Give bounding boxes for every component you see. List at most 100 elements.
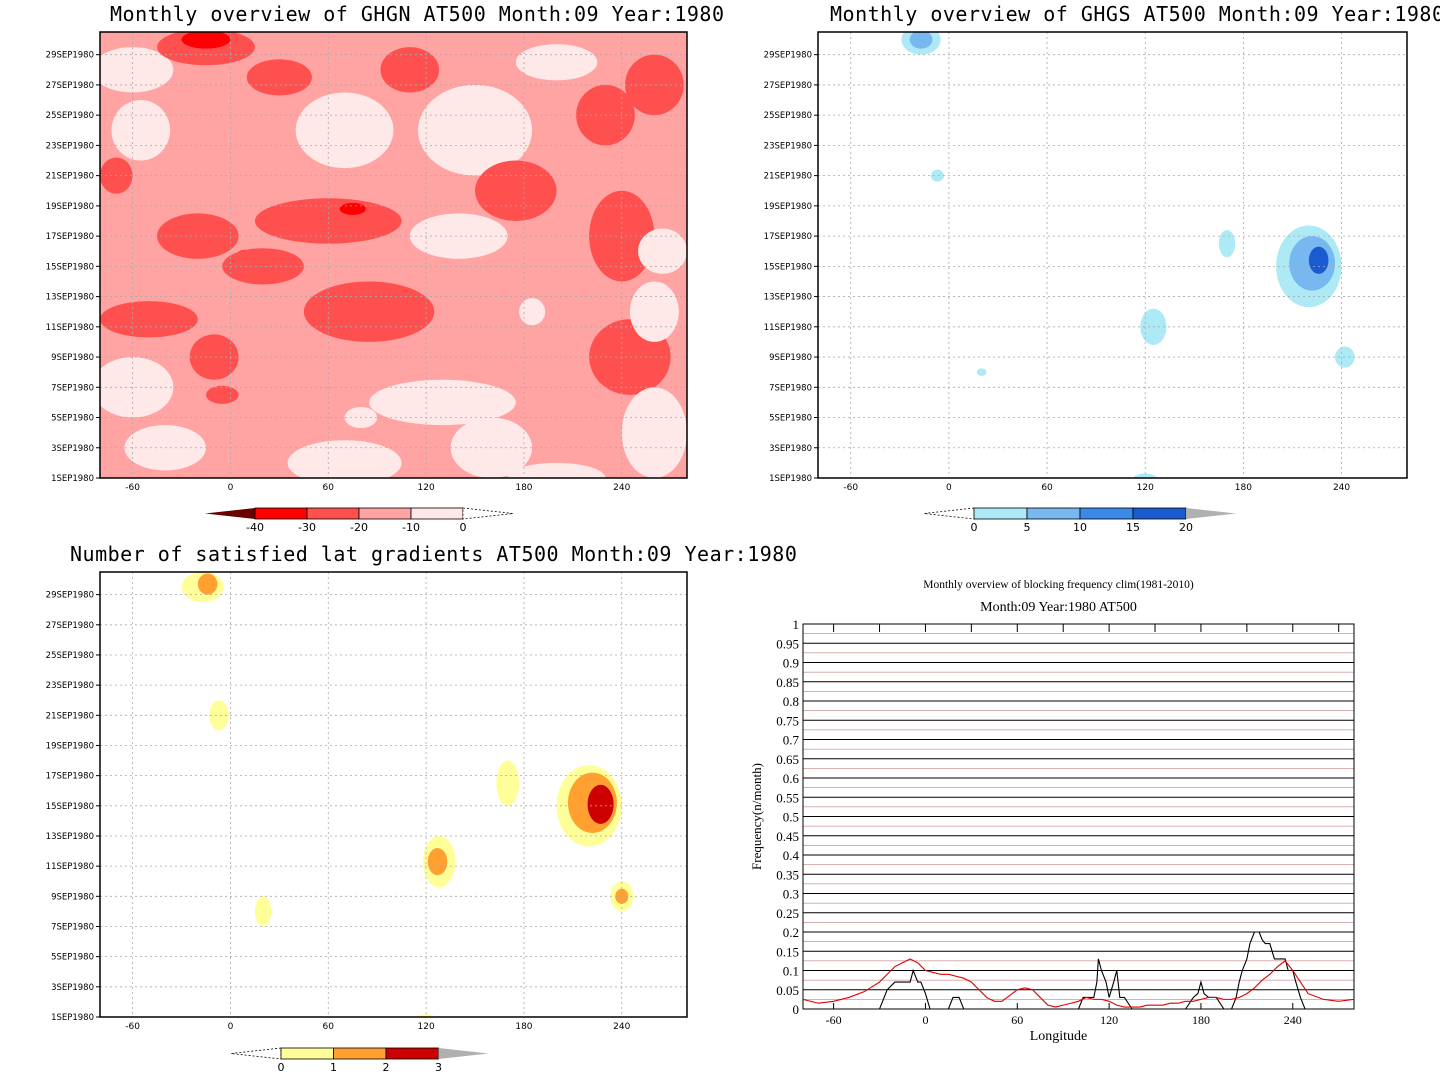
y-tick-label: 1SEP1980 — [51, 1013, 94, 1023]
x-tick-label: 240 — [613, 483, 630, 493]
contour-region — [369, 379, 516, 426]
x-tick-label: 120 — [1100, 1013, 1118, 1027]
contour-region — [303, 281, 435, 342]
contour-region — [519, 298, 546, 326]
x-axis-label: Longitude — [1030, 1029, 1088, 1044]
x-tick-label: 60 — [1041, 483, 1053, 493]
y-tick-label: 21SEP1980 — [764, 172, 812, 182]
colorbar-swatch — [1079, 507, 1134, 520]
colorbar-swatch — [358, 507, 412, 520]
contour-region — [507, 462, 606, 478]
y-tick-label: 27SEP1980 — [46, 621, 94, 631]
y-tick-label: 25SEP1980 — [46, 111, 94, 121]
y-tick-label: 0.9 — [783, 656, 799, 671]
y-tick-label: 0.95 — [776, 636, 799, 651]
y-tick-label: 0.8 — [783, 694, 799, 709]
y-tick-label: 17SEP1980 — [46, 772, 94, 782]
contour-region — [1218, 230, 1236, 258]
contour-region — [415, 1013, 437, 1017]
y-tick-label: 23SEP1980 — [46, 141, 94, 151]
colorbar-label: -10 — [402, 521, 420, 534]
colorbar-label: 0 — [971, 521, 978, 534]
y-tick-label: 0.55 — [776, 790, 799, 805]
chart-subtitle-blocking: Month:09 Year:1980 AT500 — [980, 600, 1137, 615]
colorbar-swatch — [306, 507, 360, 520]
x-tick-label: 120 — [418, 483, 435, 493]
contour-region — [976, 368, 987, 376]
colorbar-min-arrow — [205, 508, 255, 519]
contour-region — [930, 169, 944, 182]
chart-ghgn: -60 0 60 120 180 240 1SEP1980 3SEP1980 5SEP1980 7… — [46, 31, 688, 534]
colorbar-label: 5 — [1024, 521, 1031, 534]
contour-layer — [100, 32, 687, 478]
chart-title-ghgs: Monthly overview of GHGS AT500 Month:09 … — [830, 2, 1440, 26]
contour-region — [111, 100, 171, 161]
contour-region — [254, 198, 402, 244]
contour-region — [629, 281, 679, 342]
y-axis-label: Frequency(n/month) — [749, 763, 764, 870]
colorbar-label: -40 — [246, 521, 264, 534]
y-tick-label: 3SEP1980 — [769, 444, 812, 454]
y-tick-label: 0.3 — [783, 887, 799, 902]
y-tick-label: 5SEP1980 — [769, 414, 812, 424]
contour-region — [475, 160, 557, 221]
x-tick-label: 240 — [1284, 1013, 1302, 1027]
colorbar-label: 0 — [278, 1061, 285, 1074]
contour-region — [246, 59, 312, 96]
y-tick-label: 1SEP1980 — [769, 474, 812, 484]
y-tick-label: 27SEP1980 — [46, 81, 94, 91]
y-tick-label: 19SEP1980 — [764, 202, 812, 212]
colorbar-label: 10 — [1073, 521, 1087, 534]
colorbar-max-arrow — [438, 1048, 489, 1059]
y-tick-label: 15SEP1980 — [46, 802, 94, 812]
y-tick-label: 17SEP1980 — [46, 232, 94, 242]
y-tick-label: 11SEP1980 — [46, 323, 94, 333]
x-tick-label: 0 — [946, 483, 952, 493]
y-tick-label: 0.35 — [776, 867, 799, 882]
colorbar-label: 3 — [435, 1061, 442, 1074]
contour-region — [417, 84, 533, 176]
contour-region — [587, 784, 614, 824]
chart-title-blocking: Monthly overview of blocking frequency c… — [923, 579, 1194, 591]
y-tick-label: 13SEP1980 — [764, 293, 812, 303]
y-tick-label: 5SEP1980 — [51, 953, 94, 963]
plot-frame — [99, 31, 688, 479]
contour-region — [189, 334, 239, 380]
series-line-red — [802, 958, 1355, 1008]
y-tick-label: 19SEP1980 — [46, 202, 94, 212]
plot-frame — [817, 31, 1408, 479]
contour-region — [205, 385, 239, 404]
x-tick-label: 180 — [515, 483, 532, 493]
contour-region — [1308, 246, 1329, 274]
x-tick-label: -60 — [125, 483, 140, 493]
y-tick-label: 1SEP1980 — [51, 474, 94, 484]
y-tick-label: 0.85 — [776, 675, 799, 690]
y-tick-label: 13SEP1980 — [46, 293, 94, 303]
y-tick-label: 25SEP1980 — [46, 651, 94, 661]
y-tick-label: 9SEP1980 — [769, 353, 812, 363]
y-tick-label: 11SEP1980 — [764, 323, 812, 333]
y-tick-label: 0.45 — [776, 829, 799, 844]
contour-region — [638, 228, 687, 274]
y-tick-label: 0.2 — [783, 925, 799, 940]
colorbar-max-arrow — [1186, 508, 1236, 519]
colorbar-swatch — [333, 1047, 387, 1060]
contour-region — [409, 213, 508, 259]
y-tick-label: 0.7 — [783, 733, 800, 748]
x-tick-label: 60 — [323, 483, 335, 493]
y-tick-label: 0.75 — [776, 713, 799, 728]
contour-region — [515, 44, 598, 81]
x-tick-label: 0 — [228, 1022, 234, 1032]
x-tick-label: 120 — [1137, 483, 1154, 493]
contour-region — [100, 47, 174, 93]
x-tick-label: 240 — [613, 1022, 630, 1032]
y-tick-label: 7SEP1980 — [51, 922, 94, 932]
x-tick-label: 0 — [228, 483, 234, 493]
chart-title-ghgn: Monthly overview of GHGN AT500 Month:09 … — [110, 2, 725, 26]
y-tick-label: 29SEP1980 — [46, 51, 94, 61]
colorbar-swatch — [1132, 507, 1187, 520]
y-tick-label: 0.65 — [776, 752, 799, 767]
colorbar-min-arrow — [923, 507, 975, 520]
contour-region — [254, 896, 272, 927]
contour-region — [621, 387, 687, 478]
